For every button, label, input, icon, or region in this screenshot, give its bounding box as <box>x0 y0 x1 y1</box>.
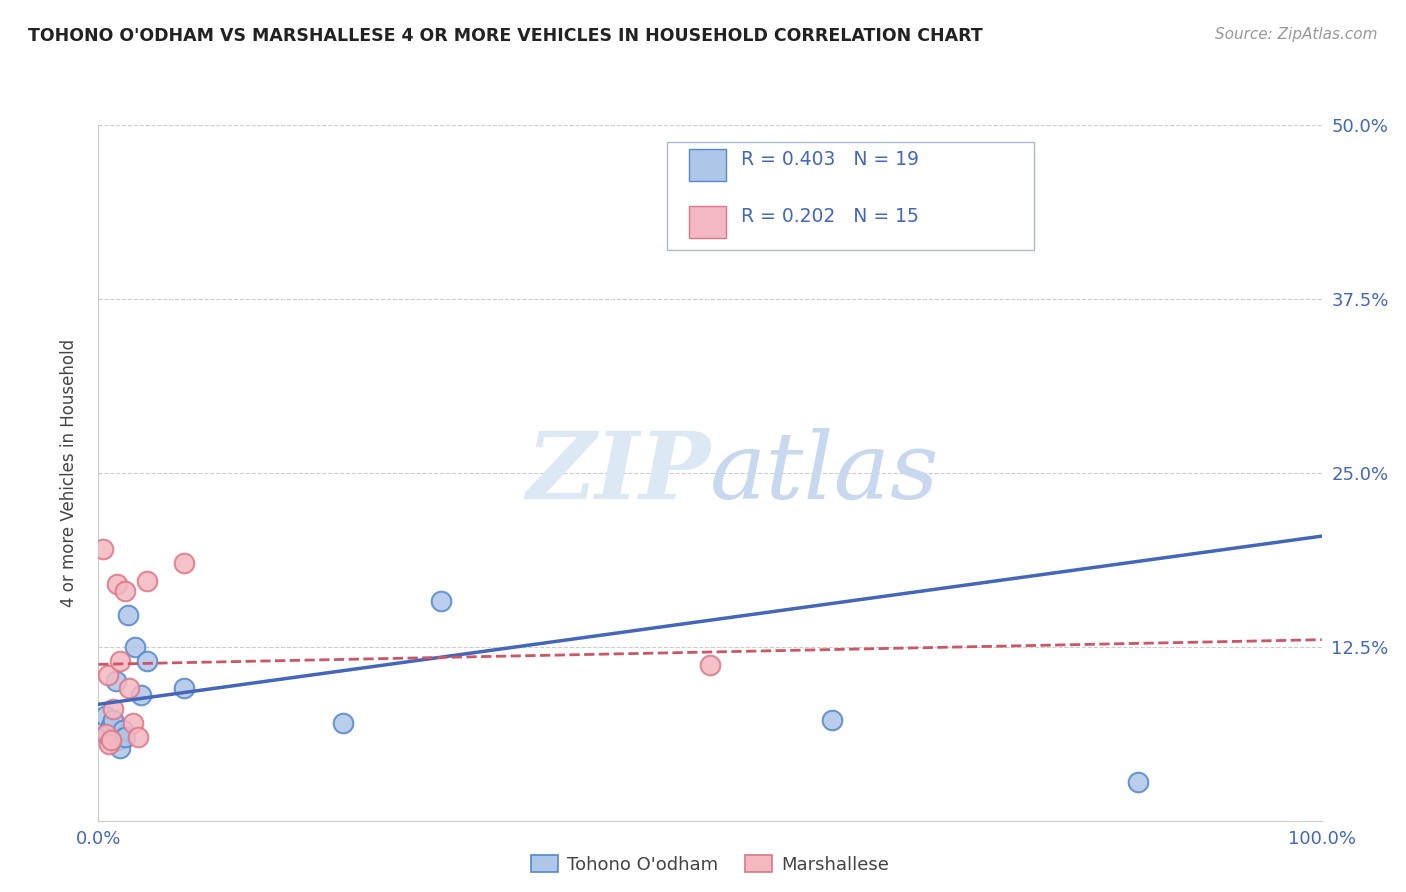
Point <box>699 657 721 672</box>
Point <box>118 681 141 696</box>
Point <box>107 733 129 747</box>
Point <box>114 584 136 599</box>
Point <box>97 667 120 681</box>
Point <box>94 727 117 741</box>
Point <box>111 723 134 738</box>
Legend: Tohono O'odham, Marshallese: Tohono O'odham, Marshallese <box>523 848 897 881</box>
FancyBboxPatch shape <box>689 149 725 180</box>
Point <box>93 709 115 723</box>
Text: ZIP: ZIP <box>526 428 710 517</box>
Text: atlas: atlas <box>710 428 939 517</box>
Point <box>821 714 844 728</box>
Point <box>920 215 942 229</box>
Point <box>136 574 159 589</box>
Point <box>101 714 124 728</box>
Text: R = 0.202   N = 15: R = 0.202 N = 15 <box>741 207 918 227</box>
Y-axis label: 4 or more Vehicles in Household: 4 or more Vehicles in Household <box>59 339 77 607</box>
Point <box>136 654 159 668</box>
Point <box>110 741 132 756</box>
FancyBboxPatch shape <box>668 142 1035 250</box>
Point <box>430 594 453 608</box>
Text: TOHONO O'ODHAM VS MARSHALLESE 4 OR MORE VEHICLES IN HOUSEHOLD CORRELATION CHART: TOHONO O'ODHAM VS MARSHALLESE 4 OR MORE … <box>28 27 983 45</box>
Point <box>104 674 127 689</box>
Point <box>173 556 195 570</box>
Point <box>110 654 132 668</box>
Text: Source: ZipAtlas.com: Source: ZipAtlas.com <box>1215 27 1378 42</box>
FancyBboxPatch shape <box>689 206 725 237</box>
Point <box>124 640 146 654</box>
Point <box>127 730 149 744</box>
Point <box>101 702 124 716</box>
Point <box>121 716 143 731</box>
Point <box>100 719 122 733</box>
Point <box>114 730 136 744</box>
Point <box>100 733 122 747</box>
Point <box>117 607 139 622</box>
Point <box>173 681 195 696</box>
Point <box>98 737 121 751</box>
Point <box>105 577 128 591</box>
Point <box>332 716 354 731</box>
Text: R = 0.403   N = 19: R = 0.403 N = 19 <box>741 150 918 169</box>
Point <box>97 727 120 741</box>
Point <box>91 542 114 557</box>
Point <box>1128 774 1150 789</box>
Point <box>129 689 152 703</box>
